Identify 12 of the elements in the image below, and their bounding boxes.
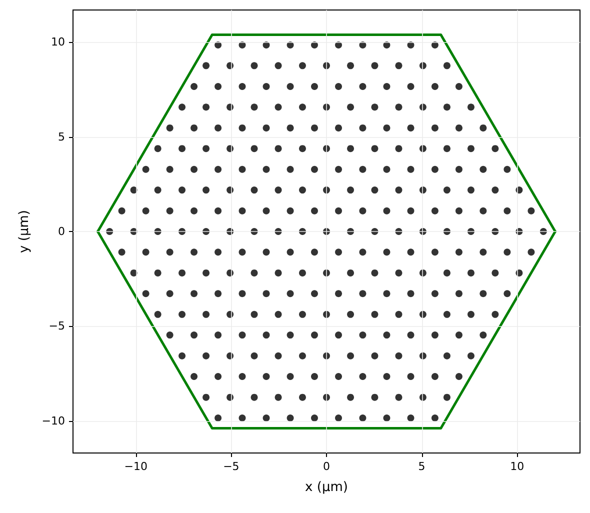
x-axis-title: x (µm) <box>305 480 348 495</box>
y-tick-label: −10 <box>42 414 65 428</box>
y-tick-label: 0 <box>58 225 65 238</box>
x-tick-label: 5 <box>418 460 426 473</box>
x-tick-label: −5 <box>223 460 240 473</box>
x-tick-label: 0 <box>323 460 330 473</box>
y-tick-label: 10 <box>51 36 65 49</box>
y-tick-label: 5 <box>58 130 65 144</box>
x-tick-label: −10 <box>124 460 148 473</box>
y-tick-label: −5 <box>48 320 65 333</box>
x-tick-label: 10 <box>510 460 524 473</box>
y-axis-title: y (µm) <box>16 210 32 253</box>
